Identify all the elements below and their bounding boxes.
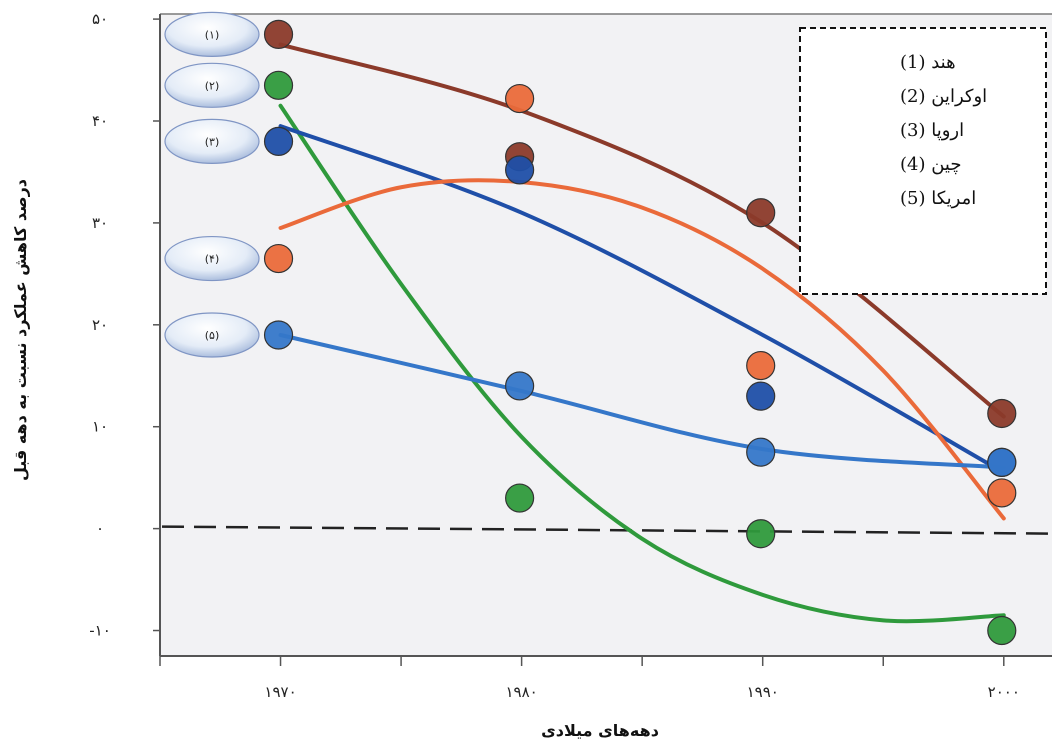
series-2-data-point: [505, 483, 535, 513]
marker-bubble-label: (۲): [205, 79, 220, 92]
legend-item-series-2: اوکراین (2): [900, 86, 987, 107]
series-3-marker-bubble: (۳): [164, 118, 260, 164]
series-2-data-point: [746, 519, 776, 549]
legend-item-series-1: هند (1): [900, 52, 956, 73]
series-2-data-point: [987, 615, 1017, 646]
y-tick-label: ۴۰: [92, 112, 108, 130]
marker-bubble-label: (۳): [205, 135, 220, 148]
marker-bubble-label: (۱): [205, 28, 220, 41]
series-4-marker-bubble: (۴): [164, 235, 260, 282]
legend-item-series-5: امریکا (5): [900, 188, 976, 209]
series-4-data-point: [263, 243, 294, 274]
zero-reference-line: [161, 525, 1053, 535]
legend-item-series-4: چین (4): [900, 154, 962, 175]
y-tick-label: ۰: [96, 520, 104, 538]
y-tick-label: -۱۰: [89, 622, 111, 640]
marker-bubble-label: (۵): [205, 329, 220, 342]
series-2-data-point: [263, 70, 294, 100]
series-1-data-point: [746, 198, 776, 228]
series-3-data-point: [505, 155, 535, 185]
series-2-trend-line: [278, 103, 1006, 624]
marker-bubble-shape: [164, 118, 260, 164]
marker-bubble-shape: [164, 235, 260, 282]
y-tick-label: ۲۰: [92, 316, 108, 334]
x-tick-label: ۱۹۷۰: [264, 683, 296, 701]
marker-bubble-shape: [164, 62, 260, 108]
x-axis-title: دهه‌های میلادی: [541, 721, 659, 740]
series-5-data-point: [746, 437, 776, 467]
series-5-data-point: [505, 371, 535, 401]
series-5-data-point: [987, 447, 1017, 477]
legend: هند (1) اوکراین (2) اروپا (3) چین (4) امریکا…: [799, 27, 1047, 295]
series-3-trend-line: [278, 124, 1006, 475]
series-4-data-point: [987, 478, 1017, 508]
marker-bubble-shape: [164, 312, 260, 358]
series-3-data-point: [263, 126, 294, 156]
x-tick-label: ۱۹۹۰: [747, 683, 779, 701]
marker-bubble-label: (۴): [205, 253, 220, 266]
series-5-trend-line: [278, 333, 1006, 470]
x-tick-label: ۱۹۸۰: [506, 683, 538, 701]
series-1-data-point: [263, 19, 294, 49]
marker-bubble-shape: [164, 11, 260, 57]
legend-item-series-3: اروپا (3): [900, 120, 964, 141]
series-2-marker-bubble: (۲): [164, 62, 260, 108]
series-1-marker-bubble: (۱): [164, 11, 260, 57]
y-axis-title: درصد کاهش عملکرد نسبت به دهه قبل: [11, 179, 30, 481]
y-tick-label: ۵۰: [92, 10, 108, 28]
series-4-data-point: [746, 350, 776, 381]
series-4-trend-line: [278, 178, 1006, 521]
series-4-data-point: [505, 83, 535, 114]
legend-box: [799, 27, 1047, 295]
series-1-data-point: [987, 398, 1017, 429]
series-1-trend-line: [278, 42, 1006, 419]
series-3-data-point: [746, 381, 776, 411]
series-5-data-point: [263, 320, 294, 350]
y-tick-label: ۳۰: [92, 214, 108, 232]
series-5-marker-bubble: (۵): [164, 312, 260, 358]
x-tick-label: ۲۰۰۰: [988, 683, 1020, 701]
y-tick-label: ۱۰: [92, 418, 108, 436]
